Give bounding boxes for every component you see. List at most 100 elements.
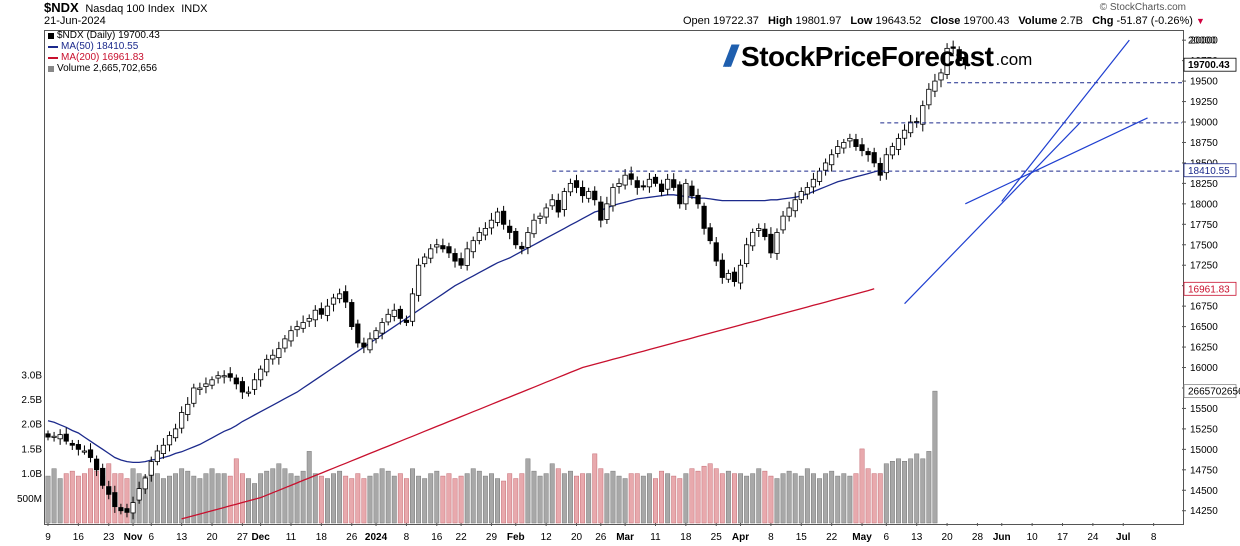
candle-body bbox=[841, 142, 847, 149]
volume-bar bbox=[94, 470, 100, 524]
volume-bar bbox=[118, 473, 124, 524]
price-tick-label: 15250 bbox=[1190, 424, 1218, 435]
candle-body bbox=[616, 182, 622, 187]
value-tag-label: 2665702656 bbox=[1188, 387, 1240, 398]
volume-bar bbox=[239, 473, 245, 524]
candle-body bbox=[215, 375, 221, 379]
candle-body bbox=[470, 240, 476, 253]
candle-body bbox=[792, 199, 798, 212]
plot-area[interactable] bbox=[44, 30, 1184, 525]
volume-bar bbox=[659, 470, 665, 524]
volume-bar bbox=[829, 470, 835, 524]
volume-bar bbox=[349, 478, 355, 524]
value-tag-label: 20000 bbox=[1188, 36, 1216, 47]
volume-bar bbox=[902, 461, 908, 524]
volume-bar bbox=[580, 473, 586, 524]
date-tick-label: 22 bbox=[826, 532, 838, 543]
date-tick-label: 26 bbox=[346, 532, 358, 543]
ma50-line bbox=[47, 169, 881, 464]
volume-tick-label: 500M bbox=[17, 494, 42, 505]
volume-bar bbox=[410, 468, 415, 524]
date-tick-label: 16 bbox=[431, 532, 443, 543]
candle-body bbox=[446, 246, 452, 254]
candle-body bbox=[148, 461, 154, 476]
candle-body bbox=[798, 191, 804, 200]
high-value: 19801.97 bbox=[795, 15, 842, 27]
volume-bar bbox=[476, 470, 482, 524]
logo-tld: .com bbox=[995, 50, 1033, 69]
volume-bar bbox=[270, 468, 276, 524]
candle-body bbox=[203, 383, 209, 387]
date-tick-label: Jul bbox=[1116, 532, 1131, 543]
volume-bar bbox=[549, 463, 555, 524]
candle-body bbox=[652, 176, 659, 184]
candle-body bbox=[93, 458, 100, 471]
candle-body bbox=[622, 174, 628, 186]
candle-body bbox=[543, 207, 549, 218]
candle-body bbox=[762, 228, 768, 237]
volume-bar bbox=[276, 463, 282, 524]
volume-bar bbox=[732, 473, 737, 524]
candle-body bbox=[579, 187, 586, 197]
volume-bar bbox=[227, 475, 233, 524]
legend-swatch bbox=[48, 32, 54, 39]
date-tick-label: 11 bbox=[286, 532, 297, 543]
volume-bar bbox=[634, 473, 640, 524]
candle-body bbox=[950, 46, 956, 49]
price-tick-label: 14750 bbox=[1190, 465, 1218, 476]
volume-bar bbox=[215, 473, 221, 524]
volume-bar bbox=[774, 478, 780, 524]
trend-line bbox=[1001, 39, 1130, 202]
volume-bar bbox=[209, 468, 215, 524]
date-tick-label: 25 bbox=[711, 532, 723, 543]
volume-bar bbox=[324, 478, 330, 524]
date-tick-label: 12 bbox=[541, 532, 553, 543]
volume-bar bbox=[665, 473, 671, 524]
candle-body bbox=[264, 358, 270, 373]
volume-bar bbox=[537, 475, 543, 524]
volume-bar bbox=[452, 478, 458, 524]
date-tick-label: 13 bbox=[176, 532, 188, 543]
candle-body bbox=[926, 88, 932, 106]
volume-bar bbox=[561, 473, 567, 524]
value-tag-label: 19700.43 bbox=[1188, 60, 1230, 71]
price-tick-label: 19250 bbox=[1190, 97, 1218, 108]
volume-bar bbox=[428, 473, 434, 524]
volume-bar bbox=[932, 390, 938, 524]
volume-bar bbox=[51, 468, 57, 524]
date-tick-label: 20 bbox=[942, 532, 954, 543]
candle-body bbox=[434, 244, 440, 248]
volume-bar bbox=[489, 473, 494, 524]
volume-bar bbox=[45, 475, 51, 524]
low-value: 19643.52 bbox=[875, 15, 922, 27]
candle-body bbox=[379, 322, 385, 334]
value-tag-box bbox=[1183, 384, 1237, 399]
legend-swatch bbox=[48, 56, 58, 59]
volume-bar bbox=[434, 470, 440, 524]
candle-body bbox=[895, 137, 902, 150]
candle-body bbox=[282, 338, 288, 349]
candle-body bbox=[689, 185, 695, 197]
volume-bar bbox=[756, 468, 762, 524]
candle-body bbox=[494, 211, 501, 223]
candle-body bbox=[859, 144, 865, 152]
volume-bar bbox=[167, 475, 172, 524]
volume-bar bbox=[586, 473, 592, 524]
candle-body bbox=[586, 191, 592, 199]
volume-bar bbox=[786, 470, 792, 524]
candle-body bbox=[142, 477, 148, 490]
candle-body bbox=[768, 233, 774, 254]
candle-body bbox=[300, 322, 306, 329]
down-triangle-icon: ▼ bbox=[1196, 16, 1205, 26]
candle-body bbox=[604, 203, 610, 220]
candle-body bbox=[306, 318, 312, 322]
candle-body bbox=[786, 207, 792, 217]
volume-bar bbox=[640, 475, 646, 524]
volume-bar bbox=[653, 478, 658, 524]
volume-bar bbox=[823, 473, 829, 524]
volume-bar bbox=[896, 458, 901, 524]
candle-body bbox=[75, 444, 81, 450]
volume-bar bbox=[567, 470, 573, 524]
value-tag-box bbox=[1183, 163, 1237, 178]
